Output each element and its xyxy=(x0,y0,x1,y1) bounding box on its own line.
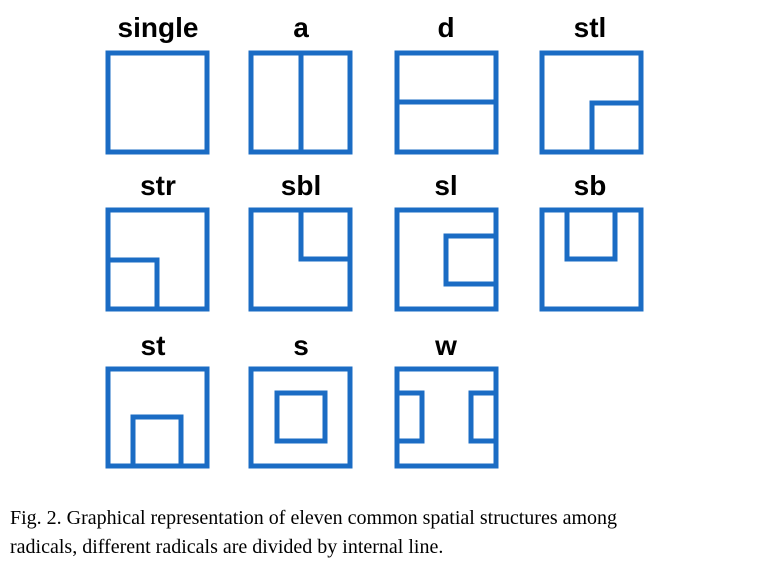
structure-label: st xyxy=(141,330,166,361)
structure-box xyxy=(105,207,210,312)
structure-box xyxy=(394,50,499,155)
structure-label: a xyxy=(293,12,309,43)
structure-box xyxy=(248,207,353,312)
structure-box xyxy=(248,366,353,469)
structure-label: sb xyxy=(574,170,607,201)
structure-box xyxy=(105,366,210,469)
structure-box xyxy=(394,207,499,312)
structure-label: str xyxy=(140,170,176,201)
structure-label: d xyxy=(437,12,454,43)
structure-label: w xyxy=(434,330,457,361)
structure-label: s xyxy=(293,330,309,361)
structure-label: single xyxy=(118,12,199,43)
structure-box xyxy=(105,50,210,155)
structure-label: stl xyxy=(574,12,607,43)
structure-box xyxy=(539,207,644,312)
structure-box xyxy=(248,50,353,155)
caption-line: radicals, different radicals are divided… xyxy=(10,536,443,558)
structure-label: sl xyxy=(434,170,457,201)
structure-box xyxy=(539,50,644,155)
structure-label: sbl xyxy=(281,170,321,201)
caption-line: Fig. 2. Graphical representation of elev… xyxy=(10,507,617,529)
structure-box xyxy=(394,366,499,469)
